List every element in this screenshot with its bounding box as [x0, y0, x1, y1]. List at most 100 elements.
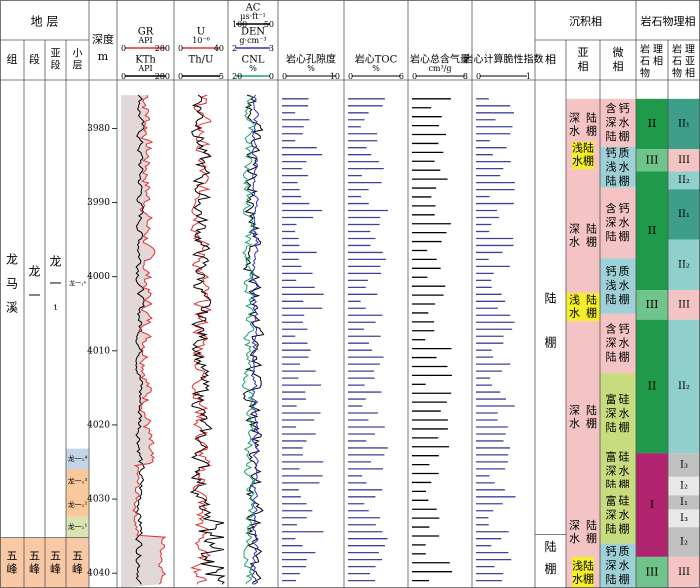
- subfacies-label: 棚: [586, 234, 597, 248]
- microfacies-label: 水: [619, 116, 630, 129]
- kth-curve: [135, 94, 146, 585]
- microfacies-label: 棚: [619, 173, 630, 187]
- petro-facies-block: [636, 149, 668, 172]
- microfacies-label: 棚: [619, 477, 630, 491]
- subfacies-label: 浅: [572, 142, 583, 155]
- strat-col-title: 层: [73, 60, 83, 72]
- subfacies-label: 深: [569, 222, 580, 235]
- microfacies-label: 钙: [606, 544, 617, 558]
- petro-col-title: 石: [640, 57, 650, 68]
- wufeng-block: [0, 537, 89, 588]
- microfacies-label: 质: [619, 146, 630, 159]
- petro-subfacies-block: [668, 171, 700, 190]
- microfacies-label: 棚: [619, 420, 630, 434]
- subfacies-label: 水: [569, 235, 580, 248]
- microfacies-label: 深: [606, 509, 617, 522]
- cnl-unit: %: [249, 64, 257, 73]
- microfacies-label: 陆: [606, 229, 617, 243]
- petro-subfacies-block: [668, 290, 700, 320]
- subfacies-label: 陆: [586, 221, 597, 235]
- petro-subfacies-block: [668, 319, 700, 454]
- microfacies-label: 深: [606, 216, 617, 229]
- microfacies-label: 含: [606, 101, 617, 115]
- core-2-name: 岩心总含气量: [410, 53, 470, 66]
- subfacies-label: 棚: [586, 531, 597, 545]
- facies-label-bottom: 棚: [544, 561, 556, 576]
- microfacies-label: 富: [606, 449, 617, 463]
- subfacies-block: [572, 556, 594, 588]
- petro-subfacies-block: [668, 509, 700, 528]
- facies-col-title: 相: [578, 60, 589, 73]
- submember-label: 一: [49, 277, 61, 291]
- petro-subfacies-block: [668, 98, 700, 150]
- subfacies-block: [572, 141, 594, 170]
- microfacies-block: [600, 373, 636, 455]
- depth-tick-label: 4030: [87, 495, 110, 505]
- subfacies-label: 水: [572, 573, 583, 586]
- u-name: U: [197, 27, 205, 38]
- depth-tick-label: 4040: [87, 569, 110, 579]
- den-curve: [250, 94, 260, 585]
- petro-facies-label: II: [648, 224, 657, 237]
- cnl-name: CNL: [241, 55, 264, 66]
- petro-subfacies-label: II₁: [678, 119, 690, 130]
- petro-facies-label: III: [645, 153, 658, 166]
- formation-label: 龙: [6, 253, 18, 267]
- cnl-min: 20: [232, 72, 242, 81]
- member-label: 龙: [28, 265, 40, 279]
- petro-subfacies-label: III: [678, 299, 690, 310]
- kth-name: KTh: [135, 55, 156, 66]
- microfacies-label: 棚: [619, 572, 630, 586]
- core-3-name: 岩心计算脆性指数: [464, 53, 544, 66]
- subfacies-label: 浅: [569, 294, 580, 307]
- petro-subfacies-label: I₃: [680, 513, 688, 524]
- depth-tick-label: 3990: [87, 198, 110, 208]
- petro-subfacies-label: I₃: [680, 459, 688, 470]
- wufeng-label: 峰: [50, 562, 61, 575]
- microfacies-label: 棚: [619, 522, 630, 536]
- gr-curve: [132, 94, 167, 585]
- u-curve: [190, 94, 213, 585]
- wufeng-label: 五: [50, 549, 61, 562]
- gr-unit: API: [137, 36, 152, 45]
- subfacies-label: 水: [569, 307, 580, 320]
- microfacies-label: 浅: [606, 279, 617, 292]
- core-1-name: 岩心TOC: [355, 53, 398, 66]
- petro-col-title: 岩: [640, 43, 650, 56]
- core-1-unit: %: [372, 64, 380, 73]
- subfacies-label: 深: [569, 111, 580, 124]
- petro-subfacies-label: III: [678, 567, 690, 578]
- facies-label-top: 棚: [544, 335, 556, 350]
- thu-max: 5: [219, 72, 224, 81]
- microfacies-label: 水: [619, 407, 630, 420]
- kth-unit: API: [137, 64, 152, 73]
- petro-facies-block: [636, 453, 668, 557]
- petro-subfacies-block: [668, 189, 700, 240]
- microfacies-label: 质: [619, 545, 630, 558]
- microfacies-label: 硅: [619, 495, 630, 508]
- thu-min: 0: [178, 72, 183, 81]
- microfacies-label: 棚: [619, 129, 630, 143]
- den-unit: g·cm⁻³: [239, 36, 266, 45]
- sublayer-block: [66, 469, 89, 494]
- subfacies-label: 水: [572, 155, 583, 168]
- microfacies-label: 浅: [606, 160, 617, 173]
- ac-name: AC: [245, 3, 261, 14]
- microfacies-label: 陆: [606, 477, 617, 491]
- subfacies-block: [566, 169, 600, 294]
- subfacies-label: 棚: [583, 572, 594, 586]
- microfacies-block: [600, 147, 636, 188]
- microfacies-label: 棚: [619, 229, 630, 243]
- subfacies-label: 棚: [586, 123, 597, 137]
- sublayer-block: [66, 493, 89, 517]
- petro-col-title: 理: [685, 44, 695, 56]
- u-unit: 10⁻⁶: [192, 36, 210, 45]
- subfacies-label: 棚: [586, 306, 597, 320]
- microfacies-label: 陆: [606, 420, 617, 434]
- microfacies-label: 深: [606, 116, 617, 129]
- core-0-name: 岩心孔隙度: [286, 53, 336, 66]
- facies-col-title: 相: [613, 60, 624, 73]
- strat-col-title: 小: [73, 48, 83, 60]
- strat-col-title: 亚: [51, 49, 61, 60]
